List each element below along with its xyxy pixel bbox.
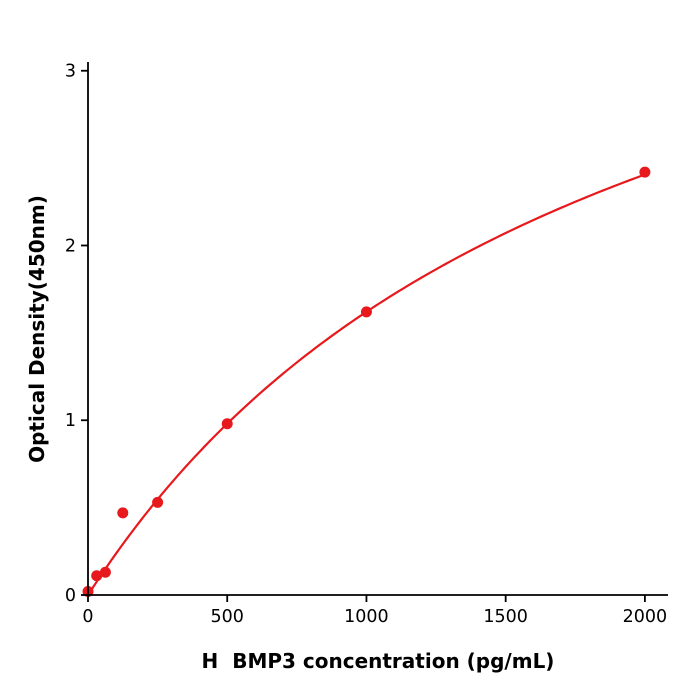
data-point bbox=[221, 418, 233, 430]
y-tick-label: 3 bbox=[65, 62, 76, 82]
data-point bbox=[639, 166, 651, 178]
x-tick-label: 1000 bbox=[344, 607, 389, 627]
x-tick-label: 0 bbox=[82, 607, 93, 627]
fit-curve-layer bbox=[86, 173, 646, 597]
y-tick-label: 2 bbox=[65, 236, 76, 256]
axes-layer: 0 500 1000 1500 2000 0 1 2 3 bbox=[65, 62, 668, 627]
y-axis-label: Optical Density(450nm) bbox=[25, 195, 49, 463]
x-axis-label: H BMP3 concentration (pg/mL) bbox=[202, 649, 555, 673]
data-point bbox=[360, 306, 372, 318]
data-points-layer bbox=[82, 166, 651, 597]
data-point bbox=[99, 566, 111, 578]
data-point bbox=[152, 496, 164, 508]
x-tick-label: 1500 bbox=[483, 607, 528, 627]
fit-curve-path bbox=[86, 173, 646, 597]
x-tick-label: 500 bbox=[211, 607, 244, 627]
data-point bbox=[117, 507, 129, 519]
data-point bbox=[91, 570, 103, 582]
y-tick-label: 0 bbox=[65, 586, 76, 606]
x-tick-label: 2000 bbox=[623, 607, 668, 627]
y-tick-label: 1 bbox=[65, 411, 76, 431]
